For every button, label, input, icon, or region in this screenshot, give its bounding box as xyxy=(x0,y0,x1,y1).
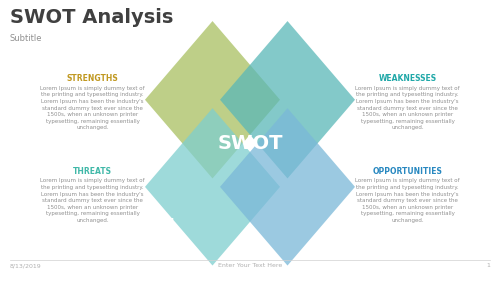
Text: OPPORTUNITIES: OPPORTUNITIES xyxy=(372,167,442,176)
Text: Lorem Ipsum is simply dummy text of
the printing and typesetting industry.
Lorem: Lorem Ipsum is simply dummy text of the … xyxy=(40,178,145,223)
Text: W: W xyxy=(322,51,342,70)
Polygon shape xyxy=(220,21,355,178)
Text: 1: 1 xyxy=(486,263,490,268)
Text: 8/13/2019: 8/13/2019 xyxy=(10,263,42,268)
Text: THREATS: THREATS xyxy=(73,167,112,176)
Text: Lorem Ipsum is simply dummy text of
the printing and typesetting industry.
Lorem: Lorem Ipsum is simply dummy text of the … xyxy=(40,86,145,130)
Text: SWOT Analysis: SWOT Analysis xyxy=(10,8,173,28)
Text: S: S xyxy=(161,51,174,70)
Text: Lorem Ipsum is simply dummy text of
the printing and typesetting industry.
Lorem: Lorem Ipsum is simply dummy text of the … xyxy=(355,86,460,130)
Text: Subtitle: Subtitle xyxy=(10,34,42,43)
Text: O: O xyxy=(325,217,340,235)
Polygon shape xyxy=(220,108,355,266)
Text: STRENGTHS: STRENGTHS xyxy=(66,74,118,83)
Text: SWOT: SWOT xyxy=(217,134,283,153)
Text: Lorem Ipsum is simply dummy text of
the printing and typesetting industry.
Lorem: Lorem Ipsum is simply dummy text of the … xyxy=(355,178,460,223)
Text: T: T xyxy=(162,217,173,235)
Polygon shape xyxy=(145,108,280,266)
Text: Enter Your Text Here: Enter Your Text Here xyxy=(218,263,282,268)
Text: WEAKNESSES: WEAKNESSES xyxy=(378,74,436,83)
Polygon shape xyxy=(145,21,280,178)
